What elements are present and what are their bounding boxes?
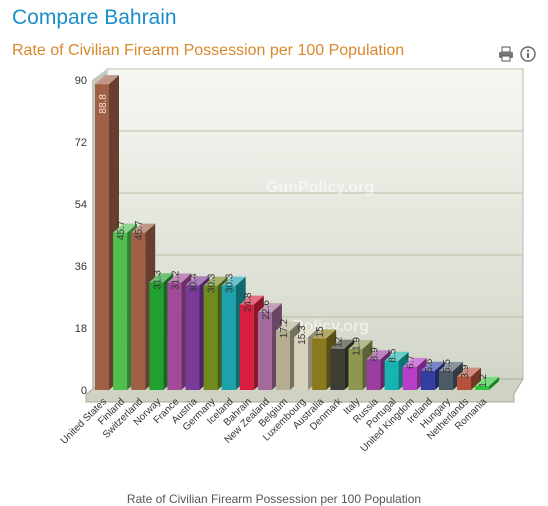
data-label: 12: [333, 336, 344, 348]
data-label: 5.5: [442, 359, 453, 373]
chart-title: Rate of Civilian Firearm Possession per …: [12, 42, 405, 59]
bar-top: [167, 273, 192, 283]
data-label: 15: [315, 326, 326, 338]
data-label: 3.9: [460, 364, 471, 378]
bar-top: [384, 351, 409, 361]
y-tick-label: 18: [75, 323, 87, 335]
bar-top: [348, 340, 373, 350]
data-label: 15.3: [297, 325, 308, 345]
bar-top: [420, 361, 445, 371]
bar: [149, 282, 164, 390]
bar-top: [402, 357, 427, 367]
bar-top: [203, 276, 228, 286]
data-label: 30.3: [207, 273, 218, 293]
y-tick-label: 72: [75, 137, 87, 149]
y-tick-label: 90: [75, 75, 87, 87]
bar: [457, 376, 471, 390]
bar: [185, 285, 200, 390]
data-label: 17.2: [279, 318, 290, 338]
bar: [276, 330, 290, 390]
bar: [384, 360, 399, 390]
bar: [420, 370, 435, 390]
bar-top: [95, 75, 119, 85]
data-label: 45.7: [134, 220, 145, 240]
bar: [239, 304, 254, 390]
bar: [257, 312, 272, 390]
data-label: 8.5: [388, 348, 399, 362]
bar-top: [239, 295, 264, 305]
bar-top: [312, 329, 337, 339]
chart-toolbar: [498, 46, 536, 62]
bar-top: [257, 303, 282, 313]
bar: [402, 366, 417, 390]
print-icon[interactable]: [498, 46, 514, 62]
data-label: 24.8: [243, 292, 254, 312]
data-label: 8.9: [370, 347, 381, 361]
data-label: 6.7: [406, 354, 417, 368]
data-label: 5.6: [424, 358, 435, 372]
bar: [330, 348, 345, 390]
info-icon[interactable]: [520, 46, 536, 62]
bar: [294, 337, 309, 390]
data-label: 30.3: [225, 273, 236, 293]
bar-side: [489, 376, 500, 390]
bar-side: [471, 367, 481, 390]
bar: [131, 232, 146, 390]
bar-top: [366, 350, 391, 360]
data-label: 30.4: [189, 273, 200, 293]
y-tick-label: 54: [75, 199, 87, 211]
bar-top: [149, 273, 174, 283]
bar-top: [330, 339, 355, 349]
watermark: GunPolicy.org: [266, 179, 374, 196]
bar-top: [475, 376, 500, 386]
bar: [475, 385, 490, 390]
data-label: 45.7: [116, 220, 127, 240]
y-tick-label: 0: [81, 385, 87, 397]
bar-top: [438, 362, 463, 372]
bar-top: [185, 276, 210, 286]
y-tick-label: 36: [75, 261, 87, 273]
bar-top: [113, 223, 138, 233]
data-label: 31.2: [170, 270, 181, 290]
bar-top: [276, 321, 300, 331]
data-label: 31.3: [152, 270, 163, 290]
bar: [221, 285, 236, 390]
page-heading: Compare Bahrain: [12, 6, 177, 29]
bar-top: [294, 328, 319, 338]
data-label: 11.9: [351, 337, 362, 356]
bar: [95, 84, 109, 390]
bar: [312, 338, 327, 390]
footer-text: Rate of Civilian Firearm Possession per …: [126, 492, 422, 506]
data-label: 1.2: [478, 373, 489, 387]
bar-top: [221, 276, 246, 286]
bar: [167, 282, 182, 390]
bar-top: [457, 367, 481, 377]
data-label: 22.6: [261, 300, 272, 320]
bar: [348, 349, 363, 390]
bar-top: [131, 223, 156, 233]
bar: [203, 285, 218, 390]
bar: [438, 371, 453, 390]
bar: [113, 232, 128, 390]
bar: [366, 359, 381, 390]
data-label: 88.8: [98, 94, 109, 114]
